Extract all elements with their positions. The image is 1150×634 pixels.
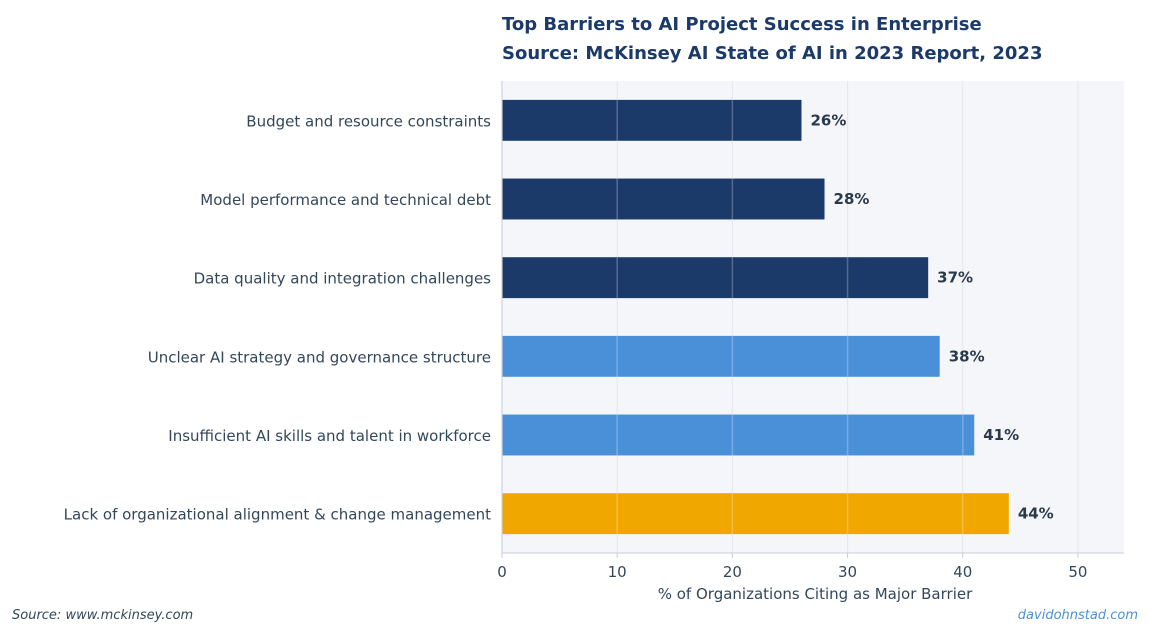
plot-area <box>502 81 1124 553</box>
category-label: Lack of organizational alignment & chang… <box>64 506 491 524</box>
bar <box>502 99 802 141</box>
x-tick-label: 30 <box>838 563 857 581</box>
value-label: 38% <box>949 347 985 365</box>
x-tick-label: 40 <box>953 563 972 581</box>
x-tick-label: 10 <box>608 563 627 581</box>
category-label: Insufficient AI skills and talent in wor… <box>168 427 491 445</box>
category-label: Data quality and integration challenges <box>194 270 492 288</box>
bar <box>502 257 929 299</box>
category-label: Budget and resource constraints <box>246 112 491 130</box>
x-tick-label: 20 <box>723 563 742 581</box>
value-label: 37% <box>937 269 973 287</box>
value-label: 26% <box>810 111 846 129</box>
x-tick-label: 50 <box>1068 563 1087 581</box>
bar <box>502 335 940 377</box>
x-axis-title: % of Organizations Citing as Major Barri… <box>658 585 973 603</box>
bars <box>502 99 1009 535</box>
bar <box>502 414 975 456</box>
bar <box>502 178 825 220</box>
x-tick-label: 0 <box>497 563 507 581</box>
value-label: 28% <box>834 190 870 208</box>
value-labels: 26% 28% 37% 38% 41% 44% <box>810 111 1053 522</box>
source-note: Source: www.mckinsey.com <box>12 608 194 623</box>
chart-title-line-2: Source: McKinsey AI State of AI in 2023 … <box>502 43 1042 64</box>
value-label: 44% <box>1018 505 1054 523</box>
category-labels: Budget and resource constraints Model per… <box>64 112 492 523</box>
value-label: 41% <box>983 426 1019 444</box>
category-label: Unclear AI strategy and governance struc… <box>148 348 491 366</box>
category-label: Model performance and technical debt <box>200 191 491 209</box>
x-axis-ticks: 0 10 20 30 40 50 <box>497 553 1087 581</box>
bar <box>502 493 1009 535</box>
credit-link[interactable]: davidohnstad.com <box>1017 608 1138 623</box>
chart-title-line-1: Top Barriers to AI Project Success in En… <box>502 14 982 35</box>
